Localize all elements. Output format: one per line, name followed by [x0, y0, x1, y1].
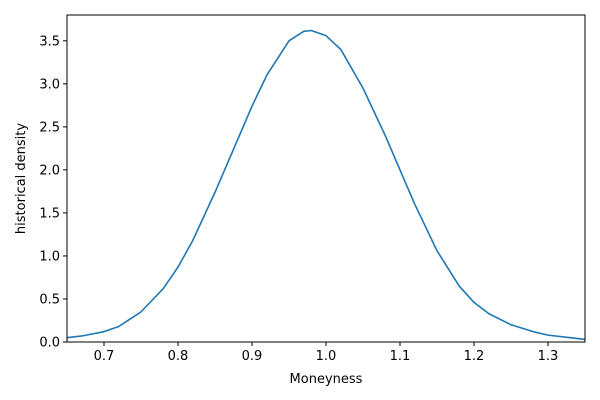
x-tick-label: 0.8: [168, 349, 189, 364]
y-tick-label: 2.5: [39, 120, 60, 135]
y-axis-ticks: 0.0 0.5 1.0 1.5 2.0 2.5 3.0 3.5: [39, 34, 67, 351]
x-tick-label: 0.9: [242, 349, 263, 364]
density-line-0: [66, 29, 586, 341]
x-tick-label: 1.0: [316, 349, 337, 364]
x-tick-label: 1.3: [538, 349, 559, 364]
x-tick-label: 1.1: [390, 349, 411, 364]
plot-frame: [66, 14, 586, 343]
y-tick-label: 1.0: [39, 249, 60, 264]
plot-area: [66, 29, 586, 341]
y-tick-label: 2.0: [39, 163, 60, 178]
x-axis-label: Moneyness: [290, 372, 363, 387]
y-tick-label: 0.0: [39, 336, 60, 351]
y-tick-label: 0.5: [39, 292, 60, 307]
x-axis-ticks: 0.7 0.8 0.9 1.0 1.1 1.2 1.3: [94, 342, 559, 364]
y-tick-label: 1.5: [39, 206, 60, 221]
y-tick-label: 3.0: [39, 77, 60, 92]
x-tick-label: 1.2: [464, 349, 485, 364]
y-tick-label: 3.5: [39, 34, 60, 49]
y-axis-label: historical density: [14, 123, 29, 234]
x-tick-label: 0.7: [94, 349, 115, 364]
